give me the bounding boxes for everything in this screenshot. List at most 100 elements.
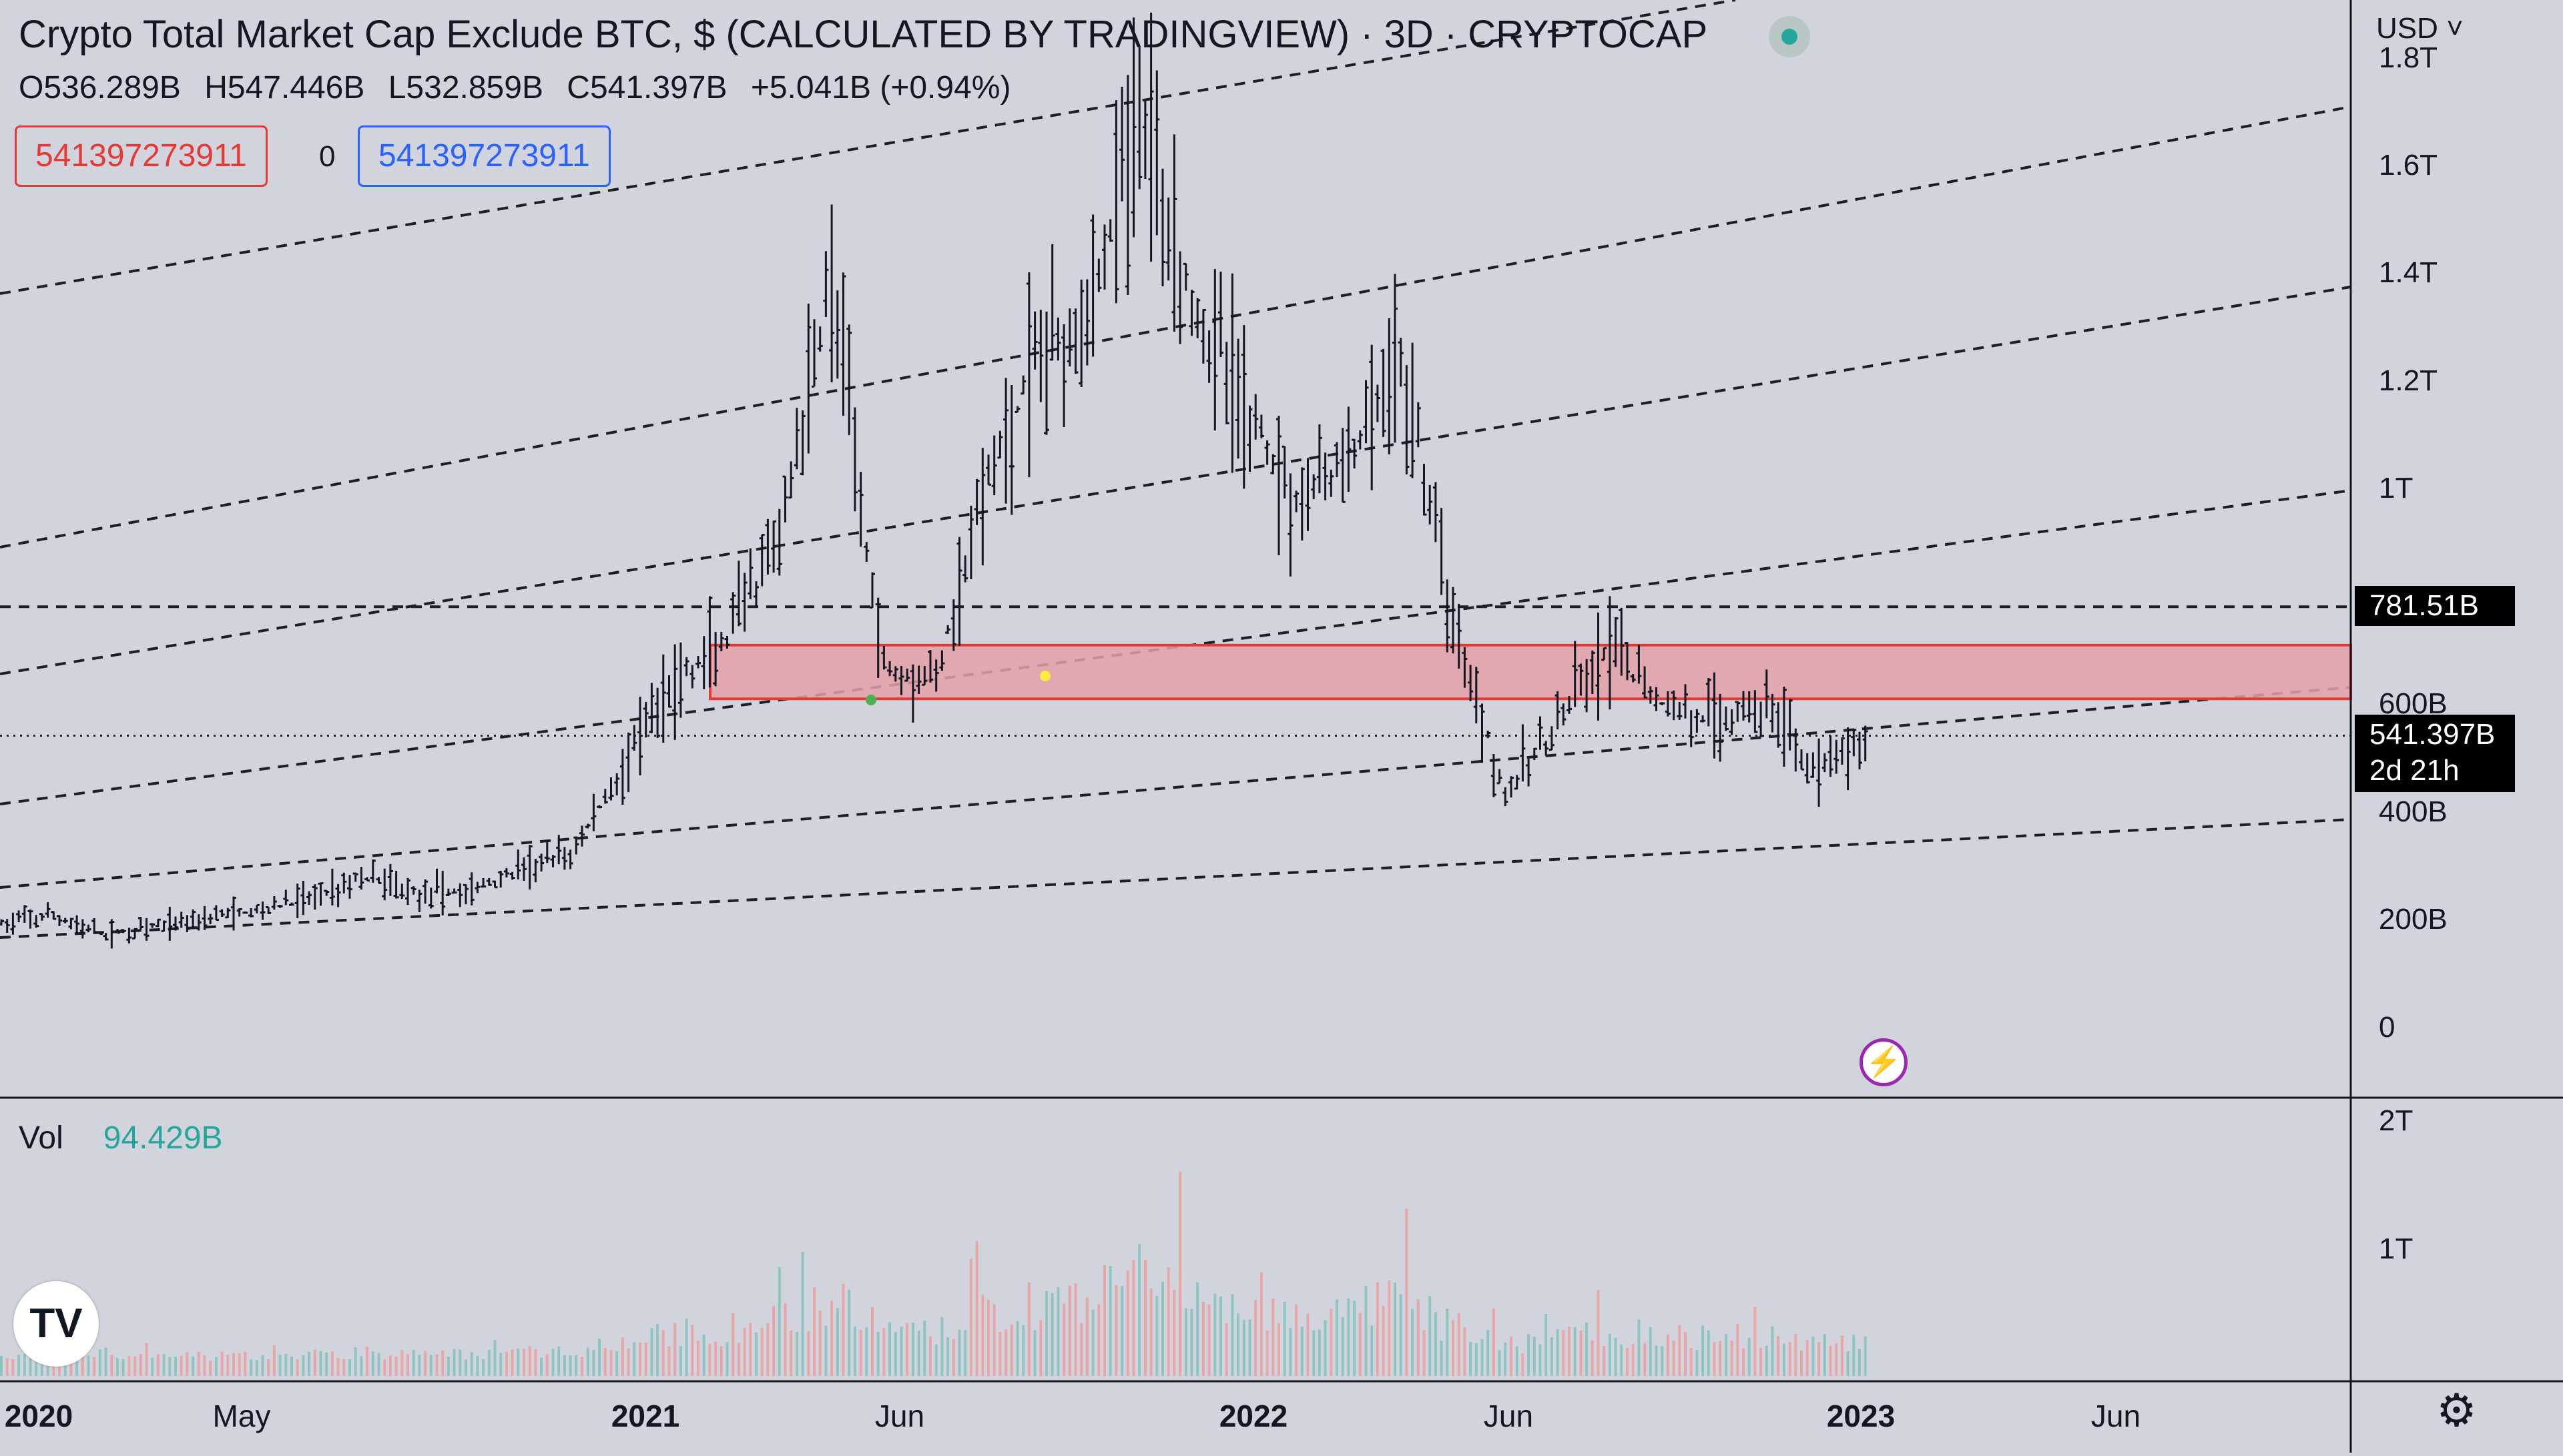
price-bar	[155, 918, 161, 928]
volume-bar	[911, 1323, 914, 1376]
price-bar	[254, 903, 260, 914]
price-bar	[655, 687, 661, 739]
price-bar	[643, 702, 649, 738]
price-bar	[1410, 342, 1416, 478]
volume-bar	[1805, 1339, 1809, 1376]
price-bar	[986, 454, 991, 486]
volume-bar	[557, 1346, 561, 1376]
price-bar	[1282, 445, 1288, 499]
volume-bar	[656, 1324, 659, 1376]
volume-bar	[1005, 1329, 1008, 1376]
price-bar	[968, 505, 974, 580]
price-bar	[1067, 308, 1073, 367]
marker-dot	[1040, 671, 1051, 681]
price-bar	[440, 871, 446, 916]
price-bar	[515, 849, 521, 879]
volume-bar	[505, 1352, 508, 1376]
volume-bar	[104, 1347, 107, 1376]
price-bar	[1374, 384, 1380, 422]
volume-bar	[1080, 1323, 1083, 1376]
price-bar	[1647, 686, 1653, 704]
price-bar	[649, 683, 655, 734]
price-bar	[840, 272, 846, 416]
price-bar	[637, 696, 643, 776]
volume-bars	[0, 1172, 1867, 1376]
price-bar	[991, 435, 997, 496]
volume-bar	[517, 1348, 520, 1376]
volume-bar	[1753, 1307, 1757, 1376]
sell-price-button[interactable]: 541397273911	[15, 125, 268, 187]
volume-bar	[1388, 1281, 1391, 1376]
volume-bar	[203, 1355, 206, 1376]
volume-bar	[1027, 1282, 1031, 1376]
volume-bar	[261, 1355, 264, 1376]
volume-bar	[1039, 1320, 1043, 1376]
volume-bar	[470, 1352, 473, 1376]
price-bar	[556, 835, 562, 865]
price-bar	[318, 882, 324, 906]
volume-bar	[760, 1327, 764, 1376]
volume-bar	[1149, 1289, 1153, 1376]
price-bar	[1264, 440, 1270, 465]
volume-bar	[615, 1351, 619, 1376]
price-bar	[428, 887, 434, 909]
volume-bar	[853, 1327, 856, 1376]
volume-bar	[1701, 1325, 1705, 1376]
price-axis: 0 200B 400B 600B 1T 1.2T 1.4T 1.6T 1.8T 1T 2T 2020 M…	[5, 41, 2448, 1433]
volume-bar	[1777, 1336, 1780, 1376]
trend-line	[0, 105, 2351, 549]
price-bar	[434, 868, 440, 893]
price-bar	[788, 461, 794, 499]
volume-bar	[1603, 1346, 1606, 1376]
volume-bar	[1782, 1343, 1785, 1376]
buy-price-button[interactable]: 541397273911	[358, 125, 611, 187]
price-bar	[736, 561, 742, 627]
volume-bar	[1330, 1309, 1333, 1376]
volume-bar	[940, 1317, 944, 1376]
gear-icon[interactable]: ⚙	[2436, 1385, 2477, 1436]
volume-bar	[1562, 1330, 1565, 1376]
volume-bar	[1474, 1343, 1478, 1376]
tradingview-logo-icon[interactable]: TV	[13, 1281, 99, 1367]
price-bar	[1438, 508, 1444, 595]
volume-bar	[737, 1343, 740, 1376]
lightning-icon[interactable]: ⚡	[1860, 1038, 1908, 1086]
price-bar	[1369, 344, 1375, 490]
price-bar	[1683, 684, 1688, 719]
volume-bar	[1115, 1285, 1118, 1376]
volume-bar	[627, 1348, 630, 1376]
volume-bar	[1370, 1325, 1374, 1376]
price-bar	[1328, 469, 1334, 497]
price-bar	[283, 889, 289, 905]
volume-bar	[871, 1307, 874, 1376]
volume-bar	[1347, 1298, 1350, 1376]
price-bar	[1444, 579, 1450, 653]
price-bar	[1305, 458, 1311, 531]
volume-bar	[1573, 1327, 1577, 1376]
volume-bar	[1306, 1313, 1310, 1376]
volume-bar	[1179, 1172, 1182, 1376]
volume-bar	[459, 1349, 462, 1376]
price-bar	[1450, 587, 1456, 654]
volume-bar	[818, 1310, 822, 1376]
volume-bar	[98, 1349, 101, 1376]
price-bar	[1432, 482, 1438, 542]
volume-legend: Vol 94.429B	[19, 1120, 223, 1156]
volume-bar	[1394, 1282, 1396, 1376]
volume-bar	[906, 1323, 909, 1376]
volume-bar	[1730, 1341, 1733, 1376]
volume-bar	[1143, 1259, 1147, 1376]
price-bar	[870, 572, 875, 609]
price-bar	[1119, 86, 1125, 202]
volume-bar	[330, 1351, 334, 1376]
currency-selector[interactable]: USD ˅	[2376, 12, 2464, 45]
price-bar	[718, 632, 724, 652]
price-bar	[1729, 709, 1735, 735]
volume-bar	[981, 1295, 984, 1376]
price-bar	[1642, 666, 1648, 699]
volume-bar	[1544, 1314, 1548, 1376]
volume-bar	[151, 1357, 154, 1376]
price-bar	[277, 905, 283, 908]
